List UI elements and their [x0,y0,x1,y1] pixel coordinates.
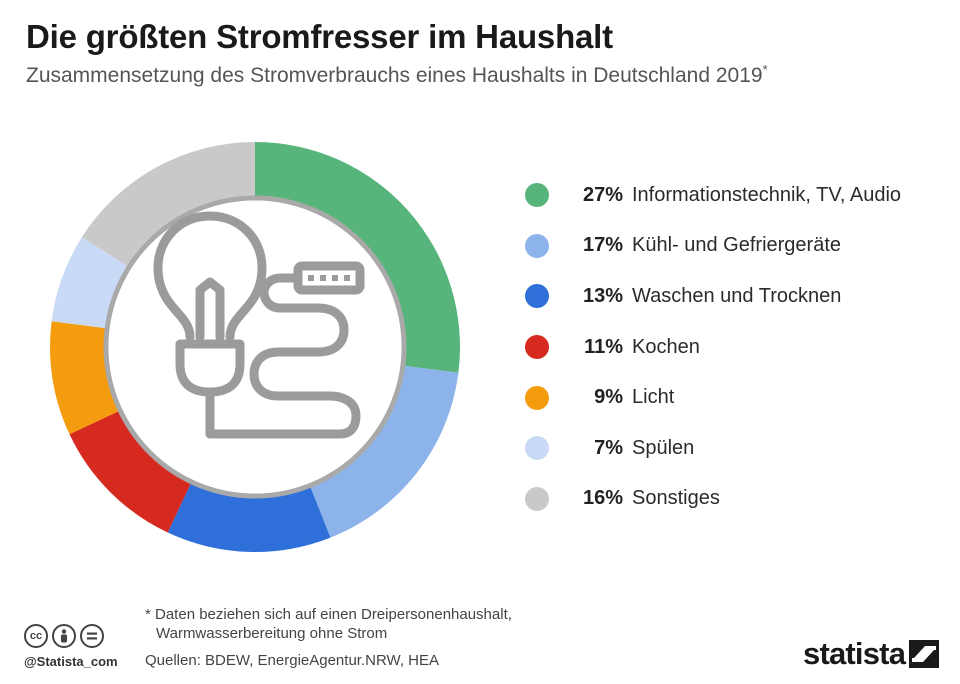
donut-slice-7 [81,141,255,267]
legend-item: 9% Licht [525,372,901,423]
social-handle: @Statista_com [24,654,118,669]
legend-label: Spülen [632,436,695,459]
chart-legend: 27% Informationstechnik, TV, Audio 17% Kühl… [525,170,901,524]
legend-item: 27% Informationstechnik, TV, Audio [525,170,901,221]
statista-logo-mark-icon [909,640,940,668]
legend-value: 13% [582,284,623,307]
legend-swatch [525,284,549,309]
legend-swatch [525,486,549,511]
legend-value: 27% [582,183,623,206]
nd-icon [80,624,104,648]
sources: Quellen: BDEW, EnergieAgentur.NRW, HEA [145,652,440,669]
legend-swatch [525,183,549,208]
legend-swatch [525,436,549,461]
donut-chart [49,141,460,552]
legend-item: 16% Sonstiges [525,474,901,525]
chart-subtitle: Zusammensetzung des Stromverbrauchs eine… [26,62,768,88]
legend-value: 17% [582,234,623,257]
chart-title: Die größten Stromfresser im Haushalt [26,18,613,55]
statista-logo: statista [803,636,940,672]
legend-label: Informationstechnik, TV, Audio [632,183,902,206]
donut-slice-1 [255,142,460,373]
subtitle-footnote-mark: * [762,62,768,77]
donut-slice-6 [51,237,129,329]
legend-label: Licht [632,386,675,409]
subtitle-text: Zusammensetzung des Stromverbrauchs eine… [26,64,763,87]
legend-value: 7% [594,436,623,459]
legend-swatch [525,335,549,360]
legend-label: Sonstiges [632,487,720,510]
lightbulb-plug-power-strip-icon [153,211,365,439]
legend-item: 17% Kühl- und Gefriergeräte [525,221,901,272]
inner-disc [108,200,402,494]
cc-icon: cc [24,624,48,648]
footnote-line-2: Warmwasserbereitung ohne Strom [156,625,388,642]
power-strip-sockets [308,275,350,281]
legend-label: Kühl- und Gefriergeräte [632,234,842,257]
license-icons: cc [24,624,104,648]
legend-value: 16% [582,487,623,510]
legend-label: Kochen [632,335,700,358]
legend-swatch [525,233,549,258]
legend-swatch [525,385,549,410]
legend-value: 11% [584,335,623,358]
legend-item: 11% Kochen [525,322,901,373]
donut-slice-3 [167,482,331,552]
legend-item: 13% Waschen und Trocknen [525,271,901,322]
donut-slices [49,141,460,552]
legend-label: Waschen und Trocknen [632,284,842,307]
footnote-line-1: * Daten beziehen sich auf einen Dreipers… [145,606,512,623]
donut-slice-4 [69,410,192,533]
donut-slice-5 [49,321,120,435]
donut-slice-2 [310,365,459,538]
brand-wordmark: statista [803,636,906,671]
by-icon [52,624,76,648]
inner-ring-line [103,195,407,499]
legend-item: 7% Spülen [525,423,901,474]
legend-value: 9% [594,386,623,409]
footnote: * Daten beziehen sich auf einen Dreipers… [145,605,512,643]
